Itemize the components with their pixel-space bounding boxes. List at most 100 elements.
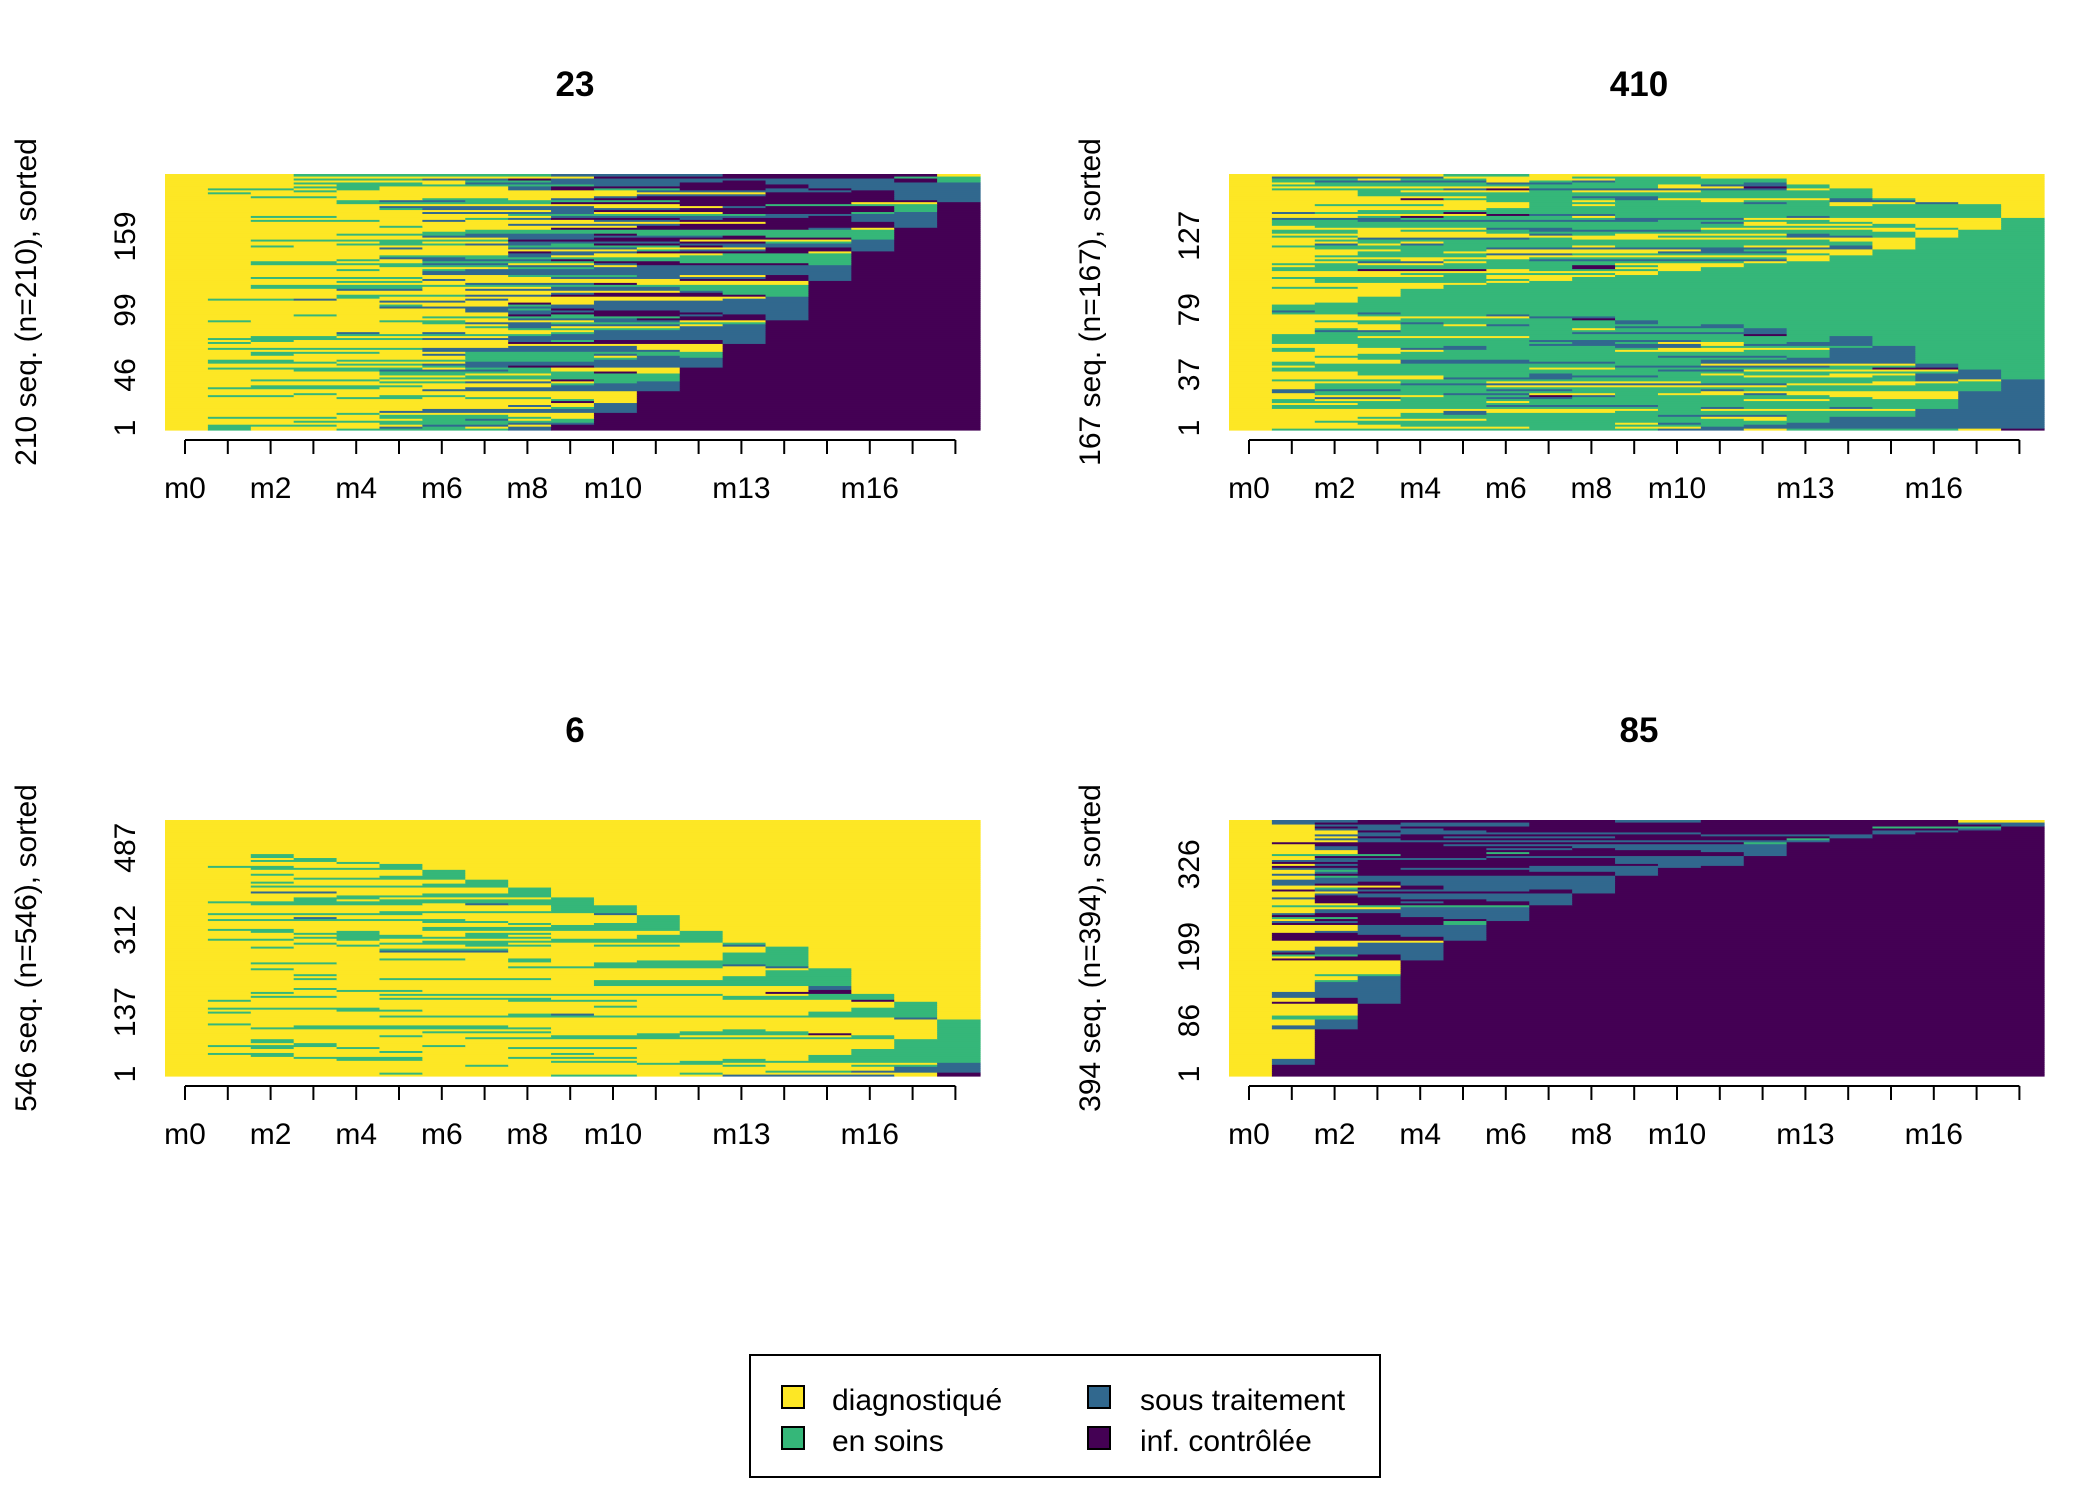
sequence-cell [207, 426, 252, 429]
sequence-cell [1357, 1009, 2045, 1012]
sequence-cell [1229, 1024, 1273, 1028]
sequence-cell [165, 231, 423, 234]
sequence-cell [1229, 971, 1402, 975]
sequence-cell [336, 977, 381, 981]
sequence-cell [1314, 1030, 2045, 1034]
sequence-cell [593, 209, 895, 213]
sequence-cell [1229, 357, 1359, 360]
sequence-cell [1486, 922, 2045, 925]
sequence-cell [165, 1007, 209, 1010]
sequence-cell [165, 317, 509, 321]
sequence-cell [1443, 349, 1616, 352]
sequence-cell [1615, 881, 2045, 884]
sequence-cell [165, 928, 209, 931]
sequence-cell [1357, 177, 1402, 181]
sequence-cell [1400, 177, 1487, 181]
sequence-cell [465, 426, 509, 429]
sequence-cell [1657, 428, 1745, 431]
sequence-cell [1271, 175, 1445, 179]
sequence-cell [422, 260, 595, 264]
sequence-cell [2001, 827, 2045, 831]
sequence-cell [551, 201, 852, 205]
sequence-cell [851, 1007, 938, 1010]
sequence-cell [1229, 282, 1487, 285]
sequence-cell [1314, 179, 1487, 183]
sequence-cell [1314, 981, 1402, 985]
sequence-cell [1486, 179, 1530, 183]
sequence-cell [1314, 1052, 2045, 1055]
sequence-cell [293, 855, 981, 859]
sequence-cell [1443, 258, 1530, 262]
sequence-cell [722, 359, 981, 362]
sequence-cell [1529, 323, 1702, 327]
sequence-cell [1314, 382, 1402, 386]
sequence-cell [165, 359, 209, 362]
sequence-cell [765, 274, 810, 277]
sequence-cell [1357, 902, 1530, 906]
sequence-cell [851, 238, 895, 242]
sequence-cell [422, 873, 466, 876]
sequence-cell [1615, 883, 2045, 886]
sequence-cell [422, 303, 509, 307]
sequence-cell [937, 207, 981, 211]
sequence-cell [593, 353, 638, 356]
sequence-cell [851, 1034, 895, 1038]
sequence-cell [336, 944, 381, 947]
sequence-cell [1486, 829, 1874, 833]
sequence-cell [422, 418, 466, 421]
sequence-cell [1229, 900, 1316, 904]
sequence-cell [165, 991, 252, 994]
sequence-cell [679, 926, 981, 929]
sequence-cell [1529, 426, 1616, 429]
sequence-cell [250, 999, 509, 1002]
sequence-cell [1357, 1003, 2045, 1006]
sequence-cell [593, 422, 981, 425]
sequence-cell [1314, 242, 1359, 246]
sequence-cell [1615, 319, 1659, 323]
sequence-cell [808, 965, 981, 969]
sequence-cell [1572, 199, 1616, 203]
sequence-cell [165, 971, 767, 975]
sequence-cell [1529, 203, 1573, 207]
sequence-cell [508, 881, 981, 884]
sequence-cell [508, 1064, 724, 1067]
sequence-cell [551, 217, 681, 220]
legend-label: sous traitement [1140, 1384, 1346, 1417]
sequence-cell [636, 934, 724, 937]
sequence-cell [465, 380, 552, 384]
sequence-cell [1529, 888, 1573, 892]
sequence-cell [1872, 366, 1959, 370]
sequence-cell [1271, 820, 1359, 823]
sequence-cell [508, 323, 681, 327]
sequence-cell [1829, 837, 2045, 841]
sequence-cell [165, 863, 381, 866]
x-tick-label: m10 [584, 472, 642, 505]
sequence-cell [165, 217, 466, 220]
sequence-cell [1572, 252, 1831, 256]
sequence-cell [465, 219, 595, 222]
sequence-cell [165, 294, 338, 297]
sequence-cell [551, 959, 638, 963]
y-tick-label: 86 [1173, 1004, 1206, 1037]
sequence-cell [679, 932, 724, 935]
sequence-cell [336, 890, 509, 894]
sequence-cell [1743, 248, 1788, 252]
sequence-cell [422, 920, 509, 923]
sequence-cell [1958, 820, 2045, 823]
sequence-cell [1786, 185, 1831, 189]
sequence-cell [165, 871, 423, 874]
sequence-cell [551, 372, 681, 376]
sequence-cell [1786, 250, 1874, 254]
sequence-cell [1615, 327, 1745, 331]
sequence-cell [679, 380, 981, 384]
sequence-cell [1657, 219, 1831, 222]
sequence-cell [1229, 877, 1316, 880]
sequence-cell [765, 294, 810, 297]
sequence-cell [165, 1032, 638, 1036]
sequence-cell [1400, 294, 2045, 297]
sequence-cell [1915, 355, 2045, 358]
sequence-cell [808, 946, 981, 949]
sequence-cell [165, 292, 552, 295]
sequence-cell [1443, 262, 1616, 266]
sequence-cell [1700, 343, 1745, 346]
